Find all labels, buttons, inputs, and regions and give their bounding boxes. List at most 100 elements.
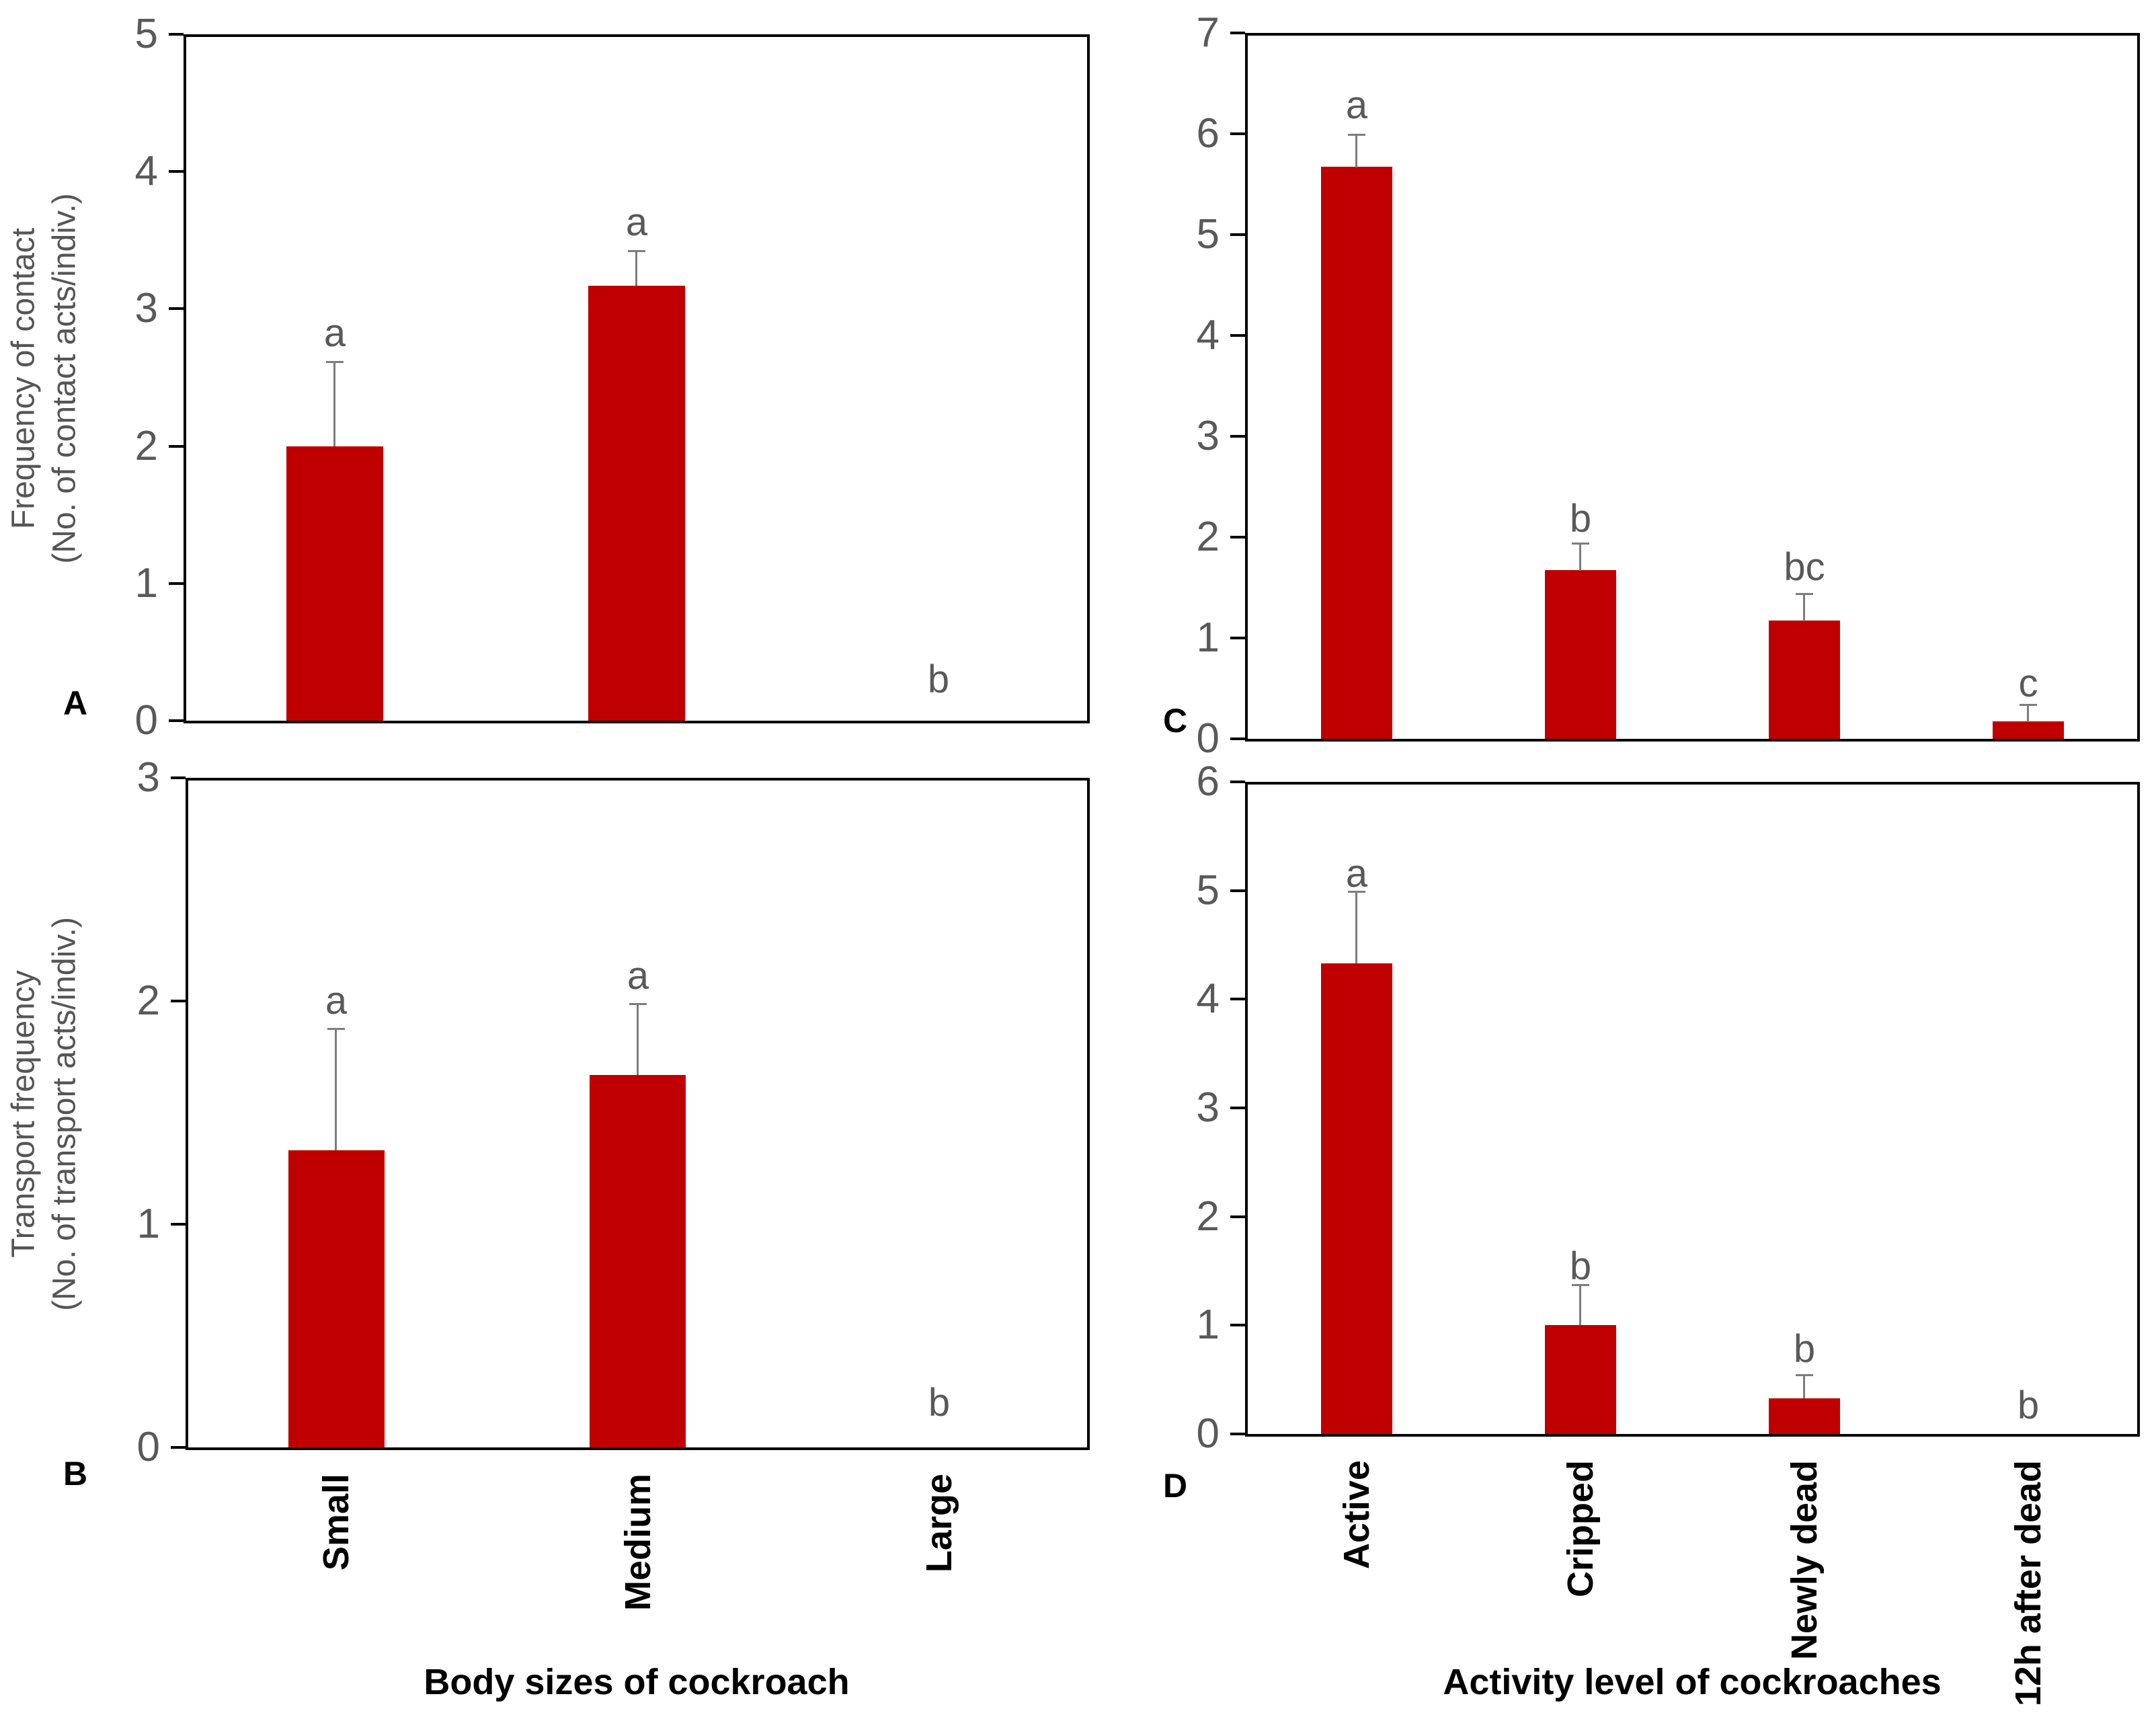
bar-a-1 bbox=[588, 286, 685, 721]
error-bar-cap bbox=[1796, 593, 1813, 595]
error-bar bbox=[635, 250, 637, 286]
y-tick-label: 1 bbox=[1196, 614, 1220, 661]
error-bar-cap bbox=[1572, 1284, 1589, 1286]
y-tick-label: 5 bbox=[1196, 211, 1220, 257]
y-tick-mark bbox=[171, 776, 186, 779]
y-tick-label: 0 bbox=[136, 1424, 160, 1470]
y-tick-mark bbox=[1230, 536, 1245, 538]
error-bar bbox=[2027, 704, 2029, 722]
y-tick-label: 7 bbox=[1196, 9, 1220, 56]
bar-c-1 bbox=[1545, 570, 1616, 739]
error-bar-cap bbox=[327, 1028, 345, 1030]
y-tick-mark bbox=[1230, 737, 1245, 740]
category-label: Cripped bbox=[1560, 1460, 1601, 1598]
y-tick-label: 5 bbox=[1196, 867, 1220, 914]
sig-letter: b bbox=[928, 1381, 951, 1425]
y-axis-title-b: Transport frequency (No. of transport ac… bbox=[5, 917, 83, 1311]
y-tick-label: 2 bbox=[136, 977, 160, 1024]
y-tick-label: 2 bbox=[134, 422, 158, 469]
y-tick-mark bbox=[169, 444, 184, 448]
plot-area-d bbox=[1245, 782, 2140, 1437]
y-tick-mark bbox=[171, 1446, 186, 1449]
y-tick-label: 3 bbox=[1196, 1084, 1220, 1131]
y-tick-mark bbox=[1230, 1107, 1245, 1109]
x-axis-title-right: Activity level of cockroaches bbox=[1443, 1662, 1942, 1702]
error-bar-cap bbox=[326, 361, 344, 363]
y-tick-label: 4 bbox=[1196, 975, 1220, 1023]
error-bar bbox=[333, 361, 335, 446]
sig-letter: b bbox=[1793, 1327, 1816, 1371]
sig-letter: a bbox=[1345, 83, 1368, 127]
bar-b-1 bbox=[590, 1075, 686, 1447]
y-tick-label: 4 bbox=[134, 148, 158, 195]
category-label: Active bbox=[1336, 1460, 1377, 1570]
y-tick-label: 3 bbox=[1196, 413, 1220, 459]
y-tick-mark bbox=[1230, 1215, 1245, 1218]
error-bar bbox=[1579, 1284, 1581, 1325]
x-axis-title-left: Body sizes of cockroach bbox=[424, 1662, 850, 1702]
y-tick-mark bbox=[1230, 233, 1245, 236]
sig-letter: a bbox=[325, 979, 348, 1023]
error-bar-cap bbox=[1348, 134, 1365, 136]
y-tick-mark bbox=[169, 307, 184, 311]
bar-d-0 bbox=[1321, 963, 1392, 1434]
y-tick-label: 2 bbox=[1196, 1193, 1220, 1240]
y-tick-mark bbox=[1230, 781, 1245, 783]
sig-letter: a bbox=[627, 954, 649, 998]
category-label: Medium bbox=[618, 1474, 658, 1611]
category-label: Small bbox=[316, 1474, 356, 1571]
plot-area-c bbox=[1245, 33, 2140, 742]
y-tick-label: 1 bbox=[136, 1201, 160, 1247]
category-label: Large bbox=[919, 1474, 959, 1573]
bar-c-2 bbox=[1769, 621, 1840, 739]
y-tick-label: 1 bbox=[1196, 1302, 1220, 1349]
error-bar-cap bbox=[629, 1003, 647, 1005]
y-tick-mark bbox=[169, 33, 184, 36]
y-tick-label: 2 bbox=[1196, 514, 1220, 560]
error-bar bbox=[1355, 134, 1357, 167]
error-bar bbox=[1355, 891, 1357, 963]
error-bar bbox=[637, 1003, 639, 1075]
y-tick-mark bbox=[1230, 637, 1245, 639]
y-tick-mark bbox=[1230, 32, 1245, 34]
panel-letter-c: C bbox=[1162, 702, 1188, 740]
bar-b-0 bbox=[288, 1150, 385, 1447]
bar-d-2 bbox=[1769, 1398, 1840, 1434]
y-tick-label: 4 bbox=[1196, 312, 1220, 358]
y-tick-label: 0 bbox=[134, 697, 158, 744]
y-tick-mark bbox=[1230, 1324, 1245, 1327]
error-bar-cap bbox=[2020, 704, 2037, 706]
sig-letter: a bbox=[323, 311, 346, 355]
y-tick-mark bbox=[1230, 889, 1245, 892]
panel-letter-a: A bbox=[63, 684, 88, 722]
sig-letter: a bbox=[625, 200, 648, 244]
y-tick-label: 1 bbox=[134, 559, 158, 606]
sig-letter: b bbox=[927, 657, 950, 701]
error-bar bbox=[1803, 1374, 1805, 1398]
panel-letter-d: D bbox=[1162, 1467, 1188, 1505]
y-tick-mark bbox=[1230, 998, 1245, 1001]
sig-letter: b bbox=[1569, 497, 1592, 541]
y-tick-label: 5 bbox=[134, 11, 158, 57]
bar-c-0 bbox=[1321, 167, 1392, 739]
y-tick-mark bbox=[1230, 334, 1245, 337]
error-bar-cap bbox=[1572, 543, 1589, 545]
bar-c-3 bbox=[1993, 721, 2064, 739]
category-label: Newly dead bbox=[1784, 1460, 1825, 1661]
error-bar-cap bbox=[628, 250, 645, 252]
sig-letter: a bbox=[1345, 852, 1368, 895]
error-bar-cap bbox=[1796, 1374, 1813, 1376]
y-tick-label: 3 bbox=[134, 285, 158, 332]
y-axis-title-a: Frequency of contact (No. of contact act… bbox=[5, 193, 83, 564]
sig-letter: b bbox=[2017, 1384, 2040, 1427]
y-tick-mark bbox=[169, 582, 184, 585]
error-bar bbox=[1803, 593, 1805, 621]
y-tick-mark bbox=[171, 1000, 186, 1002]
y-tick-label: 6 bbox=[1196, 110, 1220, 157]
y-tick-mark bbox=[171, 1223, 186, 1226]
y-tick-label: 3 bbox=[136, 754, 160, 801]
bar-a-0 bbox=[286, 446, 383, 721]
bar-d-1 bbox=[1545, 1325, 1616, 1434]
y-tick-mark bbox=[1230, 435, 1245, 438]
panel-letter-b: B bbox=[63, 1455, 88, 1492]
